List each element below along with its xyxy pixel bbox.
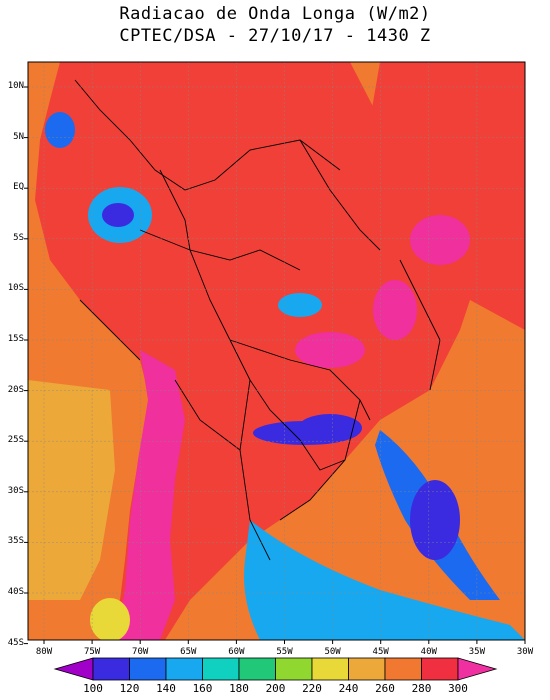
longitude-label: 55W (276, 647, 293, 657)
frontal-dark-core (410, 480, 460, 560)
latitude-label: 5N (13, 131, 24, 142)
colorbar-label: 100 (83, 682, 103, 695)
country-border (229, 339, 371, 421)
latitude-label: EQ (13, 182, 24, 193)
country-border (79, 299, 141, 361)
colorbar-segment (92, 657, 130, 681)
central-brazil-patch (295, 332, 365, 368)
amazon-convective-core (102, 203, 134, 227)
country-border (189, 249, 301, 441)
colorbar-segment (311, 657, 349, 681)
northeast-brazil-patch (410, 215, 470, 265)
colorbar-label: 140 (156, 682, 176, 695)
latitude-label: 5S (13, 232, 24, 243)
country-border (74, 79, 341, 191)
colorbar-segment (421, 657, 459, 681)
atlantic-warm-region (370, 62, 525, 330)
colorbar-segment (165, 657, 203, 681)
colorbar-segment (202, 657, 240, 681)
colorbar-segment (384, 657, 422, 681)
map-title: Radiacao de Onda Longa (W/m2) (119, 4, 431, 24)
colorbar-label: 200 (265, 682, 286, 695)
colorbar-label: 180 (229, 682, 249, 695)
country-border (239, 379, 271, 561)
frontal-cloud-band (244, 520, 525, 640)
colorbar-label: 240 (338, 682, 359, 695)
longitude-label: 30W (516, 647, 534, 657)
colorbar-segment (129, 657, 167, 681)
country-border (299, 439, 346, 471)
colorbar-left-arrow (53, 657, 94, 681)
colombia-cold-cloud (45, 112, 75, 148)
latitude-label: 40S (7, 587, 24, 597)
colorbar-segment (238, 657, 276, 681)
country-border (399, 259, 441, 391)
latitude-label: 10S (7, 283, 24, 294)
longitude-label: 45W (372, 647, 389, 657)
colorbar-label: 260 (375, 682, 395, 695)
latitude-label: 25S (7, 435, 24, 446)
country-border (174, 379, 241, 451)
colorbar-label: 280 (411, 682, 432, 695)
andes-cold-cloud-strip (115, 350, 185, 640)
country-border (139, 229, 301, 271)
central-cloud-band (278, 293, 322, 317)
map-subtitle: CPTEC/DSA - 27/10/17 - 1430 Z (119, 26, 431, 46)
country-border (299, 139, 381, 251)
colorbar-label: 220 (302, 682, 322, 695)
longitude-label: 40W (420, 647, 437, 657)
map-frame (27, 61, 526, 641)
longitude-label: 70W (132, 647, 149, 657)
longitude-label: 75W (83, 647, 101, 657)
patagonia-cloud (90, 598, 130, 640)
axis-ticks (24, 86, 526, 645)
lat-lon-grid (28, 62, 525, 640)
longitude-label: 80W (35, 647, 53, 657)
longitude-label: 60W (228, 647, 245, 657)
colorbar-label: 160 (192, 682, 213, 695)
longitude-label: 35W (468, 647, 486, 657)
olr-field (28, 62, 525, 640)
latitude-label: 35S (7, 536, 24, 547)
longitude-label: 65W (180, 647, 197, 657)
bahia-patch (373, 280, 417, 340)
latitude-label: 10N (7, 81, 24, 91)
colorbar-label: 120 (119, 682, 140, 695)
southern-storm-core-2 (298, 414, 362, 442)
colorbar-segment (348, 657, 386, 681)
colorbar (53, 657, 498, 681)
country-border (279, 399, 361, 521)
pacific-light-patch (28, 380, 115, 600)
colorbar-label: 300 (448, 682, 468, 695)
latitude-label: 20S (7, 384, 24, 395)
latitude-label: 45S (7, 637, 24, 648)
colorbar-segment (275, 657, 313, 681)
latitude-label: 15S (7, 334, 24, 344)
colorbar-right-arrow (457, 657, 498, 681)
latitude-label: 30S (7, 485, 24, 496)
longitude-label: 50W (324, 647, 341, 657)
